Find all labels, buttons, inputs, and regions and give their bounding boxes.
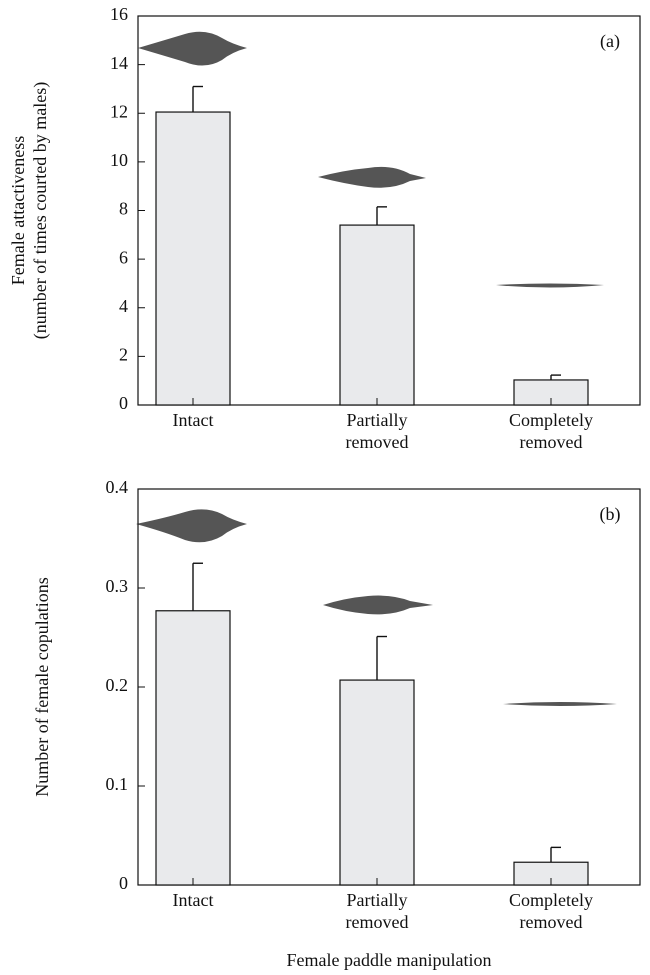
y-tick-label: 6 (119, 247, 128, 267)
x-tick-label: Intact (173, 410, 214, 430)
y-tick-label: 0.1 (106, 774, 129, 794)
paddle-image (318, 167, 426, 188)
x-tick-label: Intact (173, 890, 214, 910)
y-tick-label: 0.3 (106, 576, 129, 596)
paddle-image (136, 509, 247, 542)
y-tick-label: 16 (110, 4, 128, 24)
x-tick-label: removed (346, 912, 409, 932)
y-tick-label: 14 (110, 53, 128, 73)
paddle-image (496, 284, 604, 288)
x-tick-label: Partially (347, 890, 408, 910)
y-tick-label: 0 (119, 873, 128, 893)
x-tick-label: Completely (509, 890, 593, 910)
bar (340, 680, 414, 885)
y-axis-title: Number of female copulations (32, 577, 52, 796)
x-axis-title: Female paddle manipulation (287, 950, 492, 970)
paddle-image (138, 32, 247, 66)
x-tick-label: removed (520, 432, 583, 452)
x-tick-label: Completely (509, 410, 593, 430)
figure: 0 2 4 6 8 10 12 14 16 (a) Female attactiveness(num… (0, 0, 650, 975)
y-tick-label: 2 (119, 345, 128, 365)
bar (156, 611, 230, 885)
y-tick-label: 12 (110, 101, 128, 121)
y-tick-label: 0.2 (106, 675, 129, 695)
y-tick-label: 8 (119, 199, 128, 219)
x-tick-label: removed (520, 912, 583, 932)
y-tick-label: 0 (119, 393, 128, 413)
x-tick-label: Partially (347, 410, 408, 430)
x-tick-label: removed (346, 432, 409, 452)
y-tick-label: 10 (110, 150, 128, 170)
y-tick-label: 0.4 (106, 477, 129, 497)
paddle-image (503, 702, 617, 706)
y-tick-label: 4 (119, 296, 128, 316)
panel-label: (a) (600, 31, 620, 52)
y-axis-title: (number of times courted by males) (30, 82, 51, 339)
bar (156, 112, 230, 405)
paddle-image (323, 596, 433, 615)
y-axis-title: Female attactiveness (8, 136, 28, 285)
panel-label: (b) (600, 504, 621, 525)
bar (340, 225, 414, 405)
